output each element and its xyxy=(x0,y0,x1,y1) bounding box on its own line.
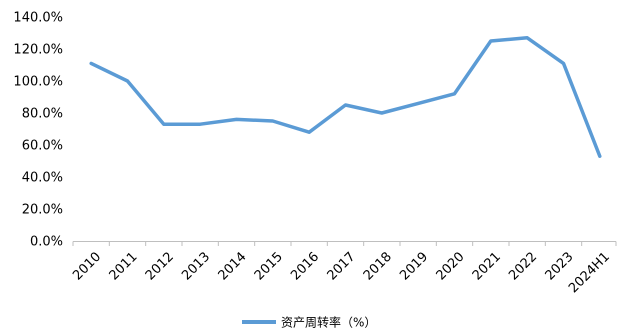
y-tick-label: 40.0% xyxy=(22,171,63,186)
y-tick-label: 0.0% xyxy=(30,235,63,250)
x-tick-label: 2014 xyxy=(216,249,250,283)
y-axis-labels: 0.0% 20.0% 40.0% 60.0% 80.0% 100.0% 120.0% 140.… xyxy=(13,11,63,250)
x-tick-label: 2011 xyxy=(107,249,141,283)
y-tick-label: 140.0% xyxy=(13,11,63,26)
x-tick-label: 2018 xyxy=(361,249,395,283)
series-line xyxy=(89,36,602,158)
x-tick-label: 2013 xyxy=(179,249,213,283)
x-tick-label: 2010 xyxy=(70,249,104,283)
y-tick-label: 60.0% xyxy=(22,139,63,154)
series-group xyxy=(89,36,602,158)
x-tick-label: 2024H1 xyxy=(566,249,613,296)
x-axis-labels: 2010 2011 2012 2013 2014 2015 2016 2017 2018 2019… xyxy=(70,249,613,296)
x-tick-label: 2021 xyxy=(470,249,504,283)
y-tick-label: 100.0% xyxy=(13,75,63,90)
x-tick-label: 2023 xyxy=(543,249,577,283)
y-tick-label: 80.0% xyxy=(22,107,63,122)
x-tick-label: 2017 xyxy=(325,249,359,283)
x-tick-label: 2019 xyxy=(397,249,431,283)
x-tick-label: 2020 xyxy=(434,249,468,283)
legend: 资产周转率（%） xyxy=(242,315,376,330)
y-tick-label: 120.0% xyxy=(13,43,63,58)
x-axis-ticks xyxy=(72,241,617,246)
x-tick-label: 2022 xyxy=(506,249,540,283)
legend-label: 资产周转率（%） xyxy=(281,315,376,330)
x-tick-label: 2012 xyxy=(143,249,177,283)
x-tick-label: 2016 xyxy=(288,249,322,283)
y-tick-label: 20.0% xyxy=(22,203,63,218)
x-tick-label: 2015 xyxy=(252,249,286,283)
